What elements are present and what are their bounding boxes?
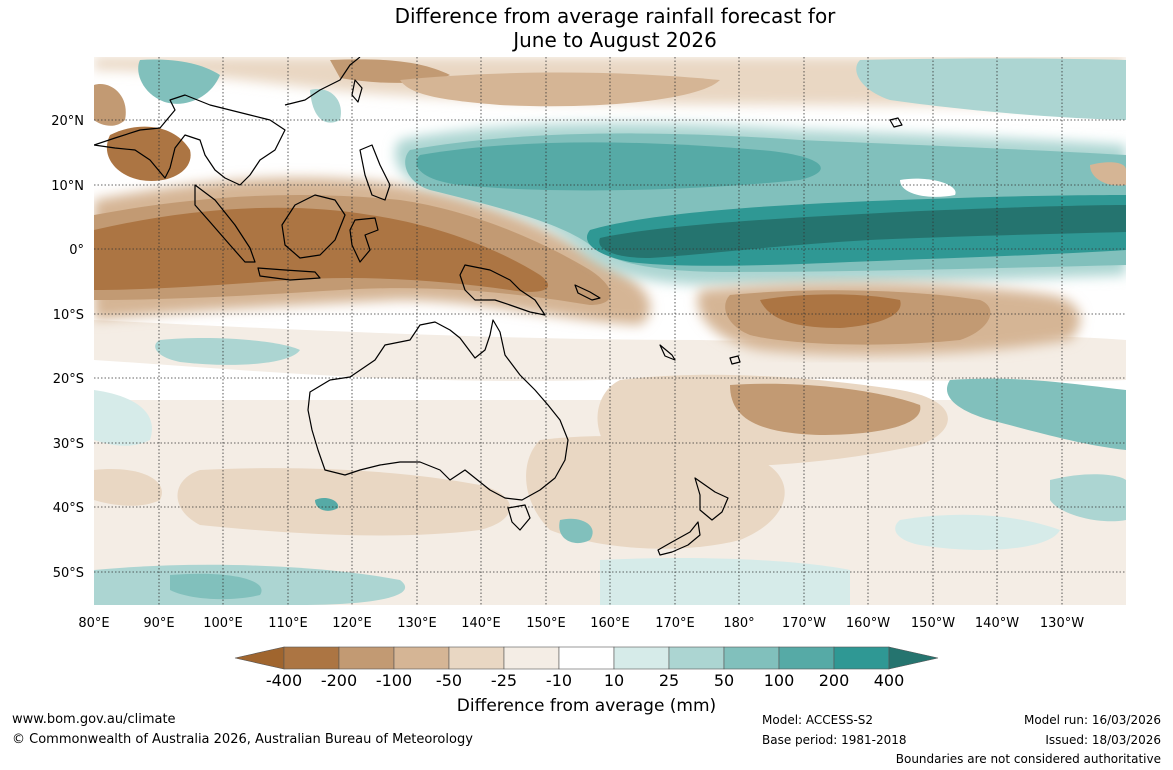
- model-name: Model: ACCESS-S2: [762, 713, 874, 727]
- taiwan-coastline: [351, 79, 363, 103]
- fiji-coastline: [729, 355, 741, 365]
- legend-swatch-11: [833, 646, 890, 670]
- legend-colorbar: [234, 646, 939, 670]
- hawaii-coastline: [889, 117, 903, 128]
- new-caledonia-coastline: [659, 344, 676, 361]
- lon-label-110e: 110°E: [268, 616, 308, 631]
- legend-swatch-7: [613, 646, 670, 670]
- legend-title: Difference from average (mm): [456, 696, 717, 716]
- legend-swatch-4: [448, 646, 505, 670]
- solomon-islands-coastline: [574, 284, 601, 301]
- legend-swatch-10: [778, 646, 835, 670]
- legend-swatch-1: [283, 646, 340, 670]
- lon-label-80e: 80°E: [78, 616, 109, 631]
- model-run-date: Model run: 16/03/2026: [1023, 713, 1161, 727]
- legend-swatch-0: [234, 646, 285, 670]
- coastlines: [94, 57, 903, 556]
- legend-label-0: -400: [265, 671, 303, 690]
- lon-label-140w: 140°W: [975, 616, 1019, 631]
- boundaries-disclaimer: Boundaries are not considered authoritat…: [895, 752, 1161, 766]
- website-link[interactable]: www.bom.gov.au/climate: [12, 712, 176, 727]
- lat-label-50s: 50°S: [53, 566, 84, 581]
- lat-label-40s: 40°S: [53, 501, 84, 516]
- lat-label-30s: 30°S: [53, 437, 84, 452]
- new-guinea-coastline: [459, 264, 546, 316]
- lat-label-10s: 10°S: [53, 308, 84, 323]
- latitude-labels: 20°N 10°N 0° 10°S 20°S 30°S 40°S 50°S: [51, 114, 84, 581]
- legend-label-7: 25: [658, 671, 680, 690]
- lon-label-180: 180°: [723, 616, 754, 631]
- legend-swatch-5: [503, 646, 560, 670]
- legend-swatch-3: [393, 646, 450, 670]
- title-line-2: June to August 2026: [513, 28, 717, 52]
- legend-label-1: -200: [320, 671, 358, 690]
- legend-label-9: 100: [763, 671, 795, 690]
- new-zealand-north-coastline: [694, 477, 729, 521]
- lon-label-130w: 130°W: [1040, 616, 1084, 631]
- legend-label-10: 200: [818, 671, 850, 690]
- issued-date: Issued: 18/03/2026: [1045, 733, 1161, 747]
- legend-label-11: 400: [873, 671, 905, 690]
- china-coastline: [284, 57, 361, 106]
- java-coastline: [257, 267, 321, 281]
- borneo-coastline: [281, 194, 346, 259]
- asia-coastline: [94, 94, 286, 186]
- lat-label-10n: 10°N: [51, 179, 84, 194]
- lon-label-150w: 150°W: [911, 616, 955, 631]
- lon-label-130e: 130°E: [397, 616, 437, 631]
- legend-label-6: 10: [603, 671, 625, 690]
- lon-label-150e: 150°E: [526, 616, 566, 631]
- lon-label-90e: 90°E: [143, 616, 174, 631]
- sumatra-coastline: [194, 184, 256, 263]
- sulawesi-coastline: [349, 217, 379, 263]
- gridlines: [94, 57, 1126, 605]
- legend-swatch-12: [888, 646, 939, 670]
- map-title: Difference from average rainfall forecas…: [0, 4, 1173, 52]
- new-zealand-south-coastline: [657, 521, 701, 556]
- lon-label-170e: 170°E: [655, 616, 695, 631]
- legend-label-2: -100: [375, 671, 413, 690]
- philippines-coastline: [359, 144, 391, 201]
- base-period: Base period: 1981-2018: [762, 733, 907, 747]
- legend-label-5: -10: [545, 671, 573, 690]
- copyright-text: © Commonwealth of Australia 2026, Austra…: [12, 732, 473, 747]
- longitude-labels: 80°E 90°E 100°E 110°E 120°E 130°E 140°E …: [78, 616, 1084, 631]
- legend-label-8: 50: [713, 671, 735, 690]
- legend-label-4: -25: [490, 671, 518, 690]
- lon-label-100e: 100°E: [203, 616, 243, 631]
- lat-label-20s: 20°S: [53, 372, 84, 387]
- lon-label-140e: 140°E: [461, 616, 501, 631]
- lat-label-20n: 20°N: [51, 114, 84, 129]
- lon-label-120e: 120°E: [332, 616, 372, 631]
- legend-swatch-2: [338, 646, 395, 670]
- legend-swatch-8: [668, 646, 725, 670]
- title-line-1: Difference from average rainfall forecas…: [394, 4, 836, 28]
- lat-label-0: 0°: [69, 243, 84, 258]
- lon-label-160w: 160°W: [846, 616, 890, 631]
- legend-swatch-6: [558, 646, 615, 670]
- legend-swatch-9: [723, 646, 780, 670]
- lon-label-170w: 170°W: [782, 616, 826, 631]
- legend-label-3: -50: [435, 671, 463, 690]
- lon-label-160e: 160°E: [590, 616, 630, 631]
- tasmania-coastline: [507, 504, 531, 531]
- australia-coastline: [307, 319, 569, 501]
